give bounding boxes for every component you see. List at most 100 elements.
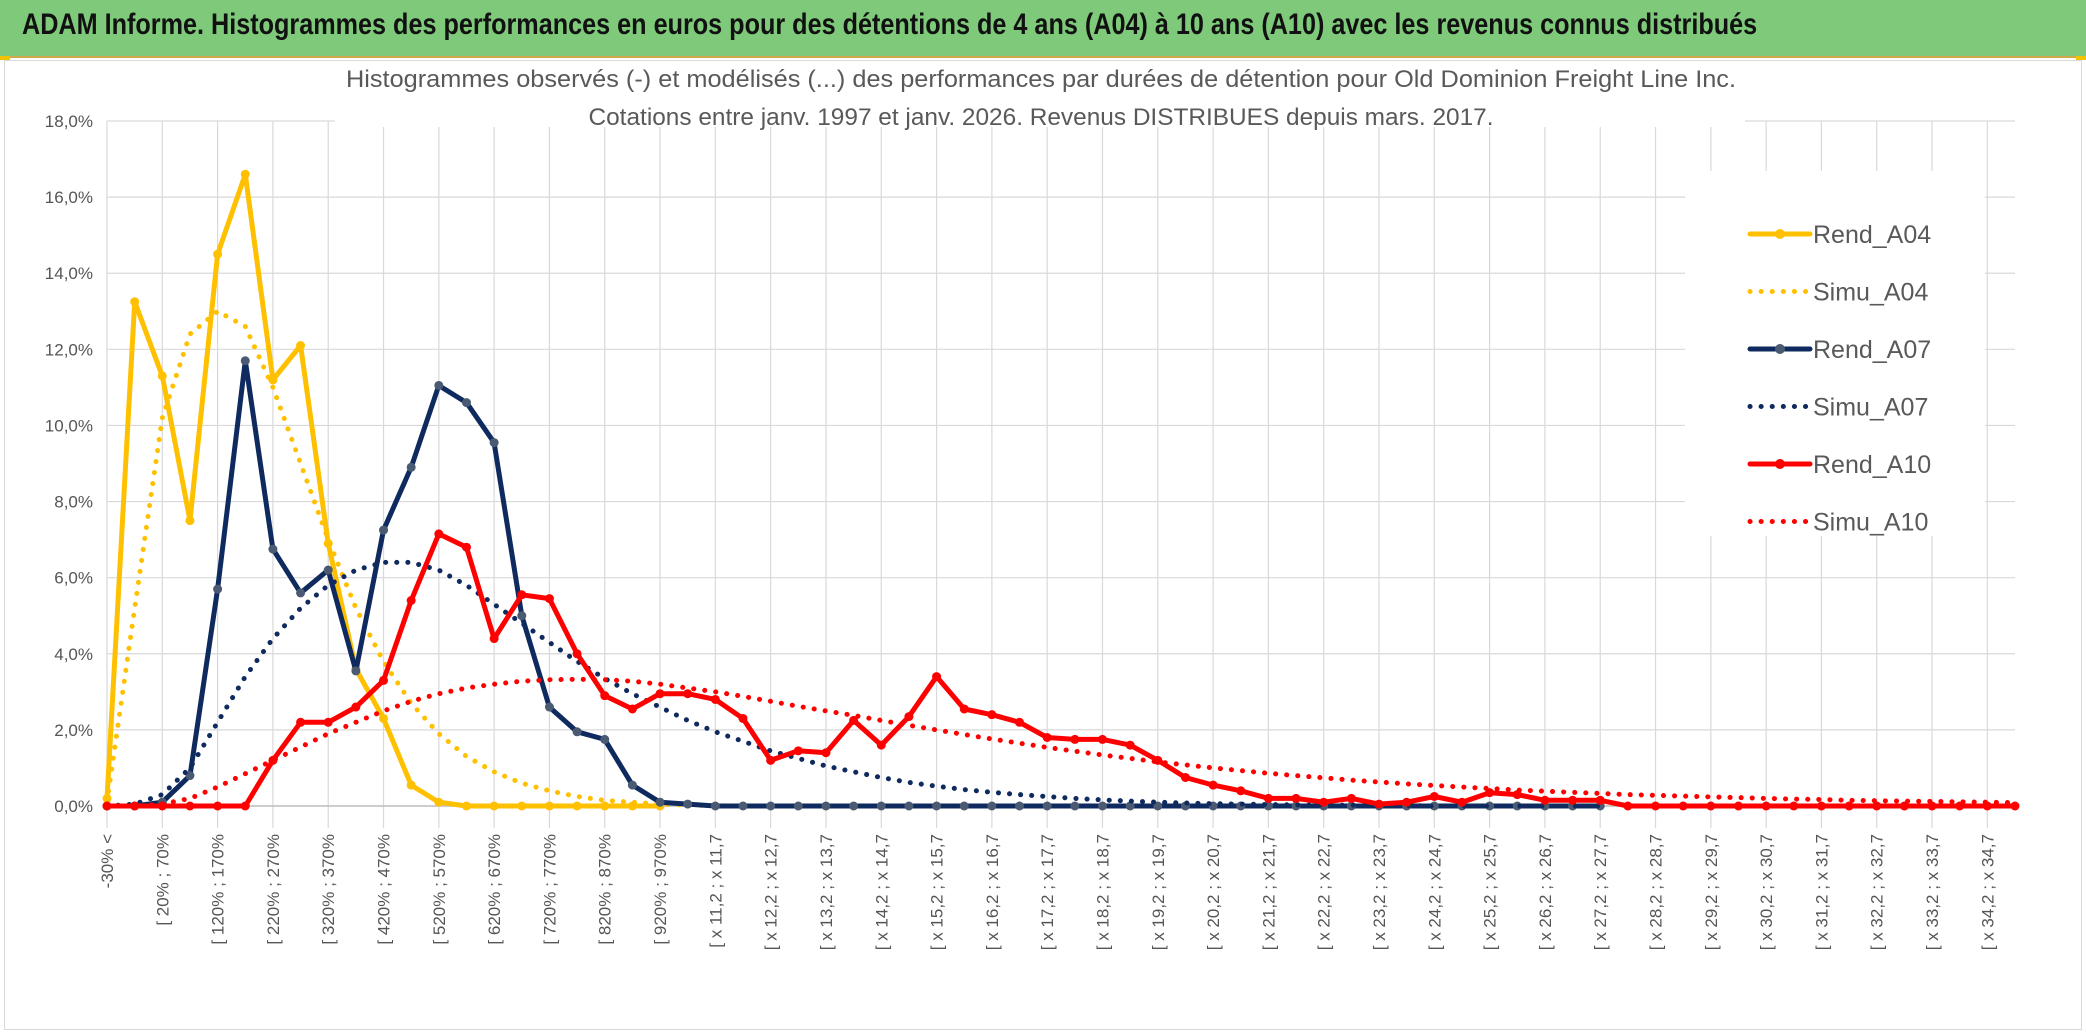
x-tick-label: [ x 11,2 ; x 11,7	[706, 834, 725, 948]
data-point-rend-a07	[627, 780, 637, 790]
data-point-rend-a07	[959, 801, 969, 811]
data-point-rend-a07	[1125, 801, 1135, 811]
data-point-rend-a10	[379, 675, 389, 685]
x-tick-label: [ x 15,2 ; x 15,7	[928, 834, 947, 950]
data-point-rend-a10	[1180, 772, 1190, 782]
x-tick-label: [ x 20,2 ; x 20,7	[1204, 834, 1223, 950]
data-point-rend-a10	[1651, 801, 1661, 811]
data-point-rend-a10	[240, 801, 250, 811]
data-point-rend-a10	[766, 755, 776, 765]
data-point-rend-a07	[185, 771, 195, 781]
data-point-rend-a07	[489, 438, 499, 448]
y-tick-label: 16,0%	[45, 188, 93, 207]
data-point-rend-a04	[185, 516, 195, 526]
x-tick-label: [ x 21,2 ; x 21,7	[1259, 834, 1278, 950]
data-point-rend-a07	[572, 727, 582, 737]
data-point-rend-a04	[489, 801, 499, 811]
data-point-rend-a10	[1208, 780, 1218, 790]
data-point-rend-a10	[296, 717, 306, 727]
data-point-rend-a10	[1402, 797, 1412, 807]
data-point-rend-a04	[544, 801, 554, 811]
data-point-rend-a07	[406, 462, 416, 472]
x-tick-label: [ x 31,2 ; x 31,7	[1812, 834, 1831, 950]
data-point-rend-a10	[1457, 797, 1467, 807]
x-tick-label: [ 520% ; 570%	[430, 834, 449, 945]
x-tick-label: [ x 33,2 ; x 33,7	[1923, 834, 1942, 950]
x-tick-label: [ 820% ; 870%	[596, 834, 615, 945]
x-tick-label: [ x 13,2 ; x 13,7	[817, 834, 836, 950]
data-point-rend-a04	[157, 371, 167, 381]
data-point-rend-a07	[793, 801, 803, 811]
data-point-rend-a07	[600, 734, 610, 744]
legend-label: Rend_A04	[1813, 221, 1931, 249]
data-point-rend-a07	[1153, 801, 1163, 811]
series-line-simu-a04	[104, 308, 746, 809]
legend-label: Rend_A07	[1813, 336, 1931, 364]
data-point-rend-a10	[793, 746, 803, 756]
data-point-rend-a07	[1097, 801, 1107, 811]
data-point-rend-a10	[1291, 793, 1301, 803]
corner-accent-left	[0, 56, 10, 60]
y-tick-label: 8,0%	[54, 493, 93, 512]
data-point-rend-a07	[240, 356, 250, 366]
chart-subtitle: Cotations entre janv. 1997 et janv. 2026…	[589, 104, 1494, 131]
data-point-rend-a10	[1540, 795, 1550, 805]
data-point-rend-a10	[572, 649, 582, 659]
data-point-rend-a04	[461, 801, 471, 811]
data-point-rend-a10	[738, 713, 748, 723]
x-tick-label: [ x 17,2 ; x 17,7	[1038, 834, 1057, 950]
data-point-rend-a07	[323, 565, 333, 575]
x-tick-label: [ x 34,2 ; x 34,7	[1978, 834, 1997, 950]
data-point-rend-a10	[213, 801, 223, 811]
data-point-rend-a07	[268, 544, 278, 554]
data-point-rend-a10	[1125, 740, 1135, 750]
data-point-rend-a10	[1761, 801, 1771, 811]
legend-marker	[1775, 459, 1785, 469]
data-point-rend-a10	[1789, 801, 1799, 811]
data-point-rend-a04	[213, 249, 223, 259]
x-tick-label: [ x 23,2 ; x 23,7	[1370, 834, 1389, 950]
title-banner: ADAM Informe. Histogrammes des performan…	[0, 0, 2086, 58]
data-point-rend-a10	[323, 717, 333, 727]
data-point-rend-a10	[821, 748, 831, 758]
x-tick-label: [ 720% ; 770%	[540, 834, 559, 945]
data-point-rend-a10	[710, 694, 720, 704]
x-tick-label: [ 920% ; 970%	[651, 834, 670, 945]
y-tick-label: 18,0%	[45, 112, 93, 131]
legend-label: Simu_A07	[1813, 394, 1928, 422]
data-point-rend-a10	[489, 634, 499, 644]
x-tick-label: [ 620% ; 670%	[485, 834, 504, 945]
data-point-rend-a10	[683, 689, 693, 699]
data-point-rend-a07	[1070, 801, 1080, 811]
data-point-rend-a04	[517, 801, 527, 811]
data-point-rend-a10	[1070, 734, 1080, 744]
series-line-rend-a07	[104, 358, 1603, 809]
data-point-rend-a07	[987, 801, 997, 811]
data-point-rend-a04	[434, 797, 444, 807]
data-point-rend-a10	[1872, 801, 1882, 811]
x-tick-label: [ x 24,2 ; x 24,7	[1425, 834, 1444, 950]
data-point-rend-a07	[379, 525, 389, 535]
data-point-rend-a10	[1097, 734, 1107, 744]
data-point-rend-a04	[240, 169, 250, 179]
data-point-rend-a07	[849, 801, 859, 811]
y-tick-label: 0,0%	[54, 797, 93, 816]
data-point-rend-a07	[544, 702, 554, 712]
legend-label: Simu_A10	[1813, 509, 1928, 537]
title-backing	[335, 65, 1745, 127]
data-point-rend-a04	[406, 780, 416, 790]
data-point-rend-a10	[849, 715, 859, 725]
data-point-rend-a07	[904, 801, 914, 811]
series-line-rend-a10	[104, 531, 2018, 809]
data-point-rend-a10	[2010, 801, 2020, 811]
chart-frame: 0,0% 2,0% 4,0% 6,0% 8,0% 10,0% 12,0% 14,0% 16,0%…	[4, 60, 2082, 1030]
data-point-rend-a07	[461, 398, 471, 408]
data-point-rend-a07	[876, 801, 886, 811]
data-point-rend-a07	[213, 584, 223, 594]
data-point-rend-a07	[766, 801, 776, 811]
data-point-rend-a07	[655, 797, 665, 807]
data-point-rend-a10	[1346, 793, 1356, 803]
series-line-simu-a10	[104, 676, 2018, 809]
data-point-rend-a04	[379, 713, 389, 723]
data-point-rend-a10	[627, 704, 637, 714]
